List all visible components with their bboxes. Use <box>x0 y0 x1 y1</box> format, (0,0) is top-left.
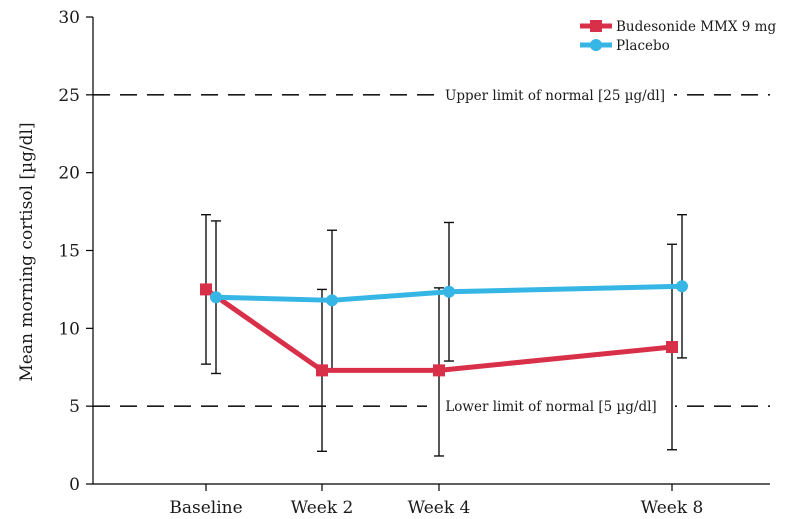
reference-label-background <box>427 396 675 417</box>
legend-swatch-marker <box>590 20 602 32</box>
series-markers <box>200 280 688 377</box>
y-tick-label: 30 <box>58 8 80 28</box>
reference-line-label: Lower limit of normal [5 µg/dl] <box>445 399 656 415</box>
legend-label: Budesonide MMX 9 mg <box>616 19 776 35</box>
legend-swatch-marker <box>590 39 602 51</box>
x-tick-label: Week 2 <box>291 498 354 518</box>
y-tick-label: 20 <box>58 164 80 184</box>
x-tick-label: Week 4 <box>408 498 471 518</box>
y-tick-label: 5 <box>69 397 80 417</box>
data-point <box>210 291 222 304</box>
data-point <box>326 294 338 307</box>
data-point <box>316 364 328 377</box>
data-point <box>200 283 212 296</box>
series-lines <box>204 283 683 373</box>
y-axis-ticks: 0 5 10 15 20 25 30 <box>58 8 93 495</box>
x-tick-label: Baseline <box>169 498 242 518</box>
data-point <box>676 280 688 293</box>
x-axis-ticks: Baseline Week 2 Week 4 Week 8 <box>169 484 703 518</box>
x-tick-label: Week 8 <box>641 498 704 518</box>
reference-label-background <box>436 84 674 105</box>
data-point <box>443 285 455 298</box>
legend-label: Placebo <box>616 38 670 54</box>
series-line <box>215 283 683 303</box>
reference-line-label: Upper limit of normal [25 µg/dl] <box>445 88 665 104</box>
y-tick-label: 10 <box>58 319 80 339</box>
legend: Budesonide MMX 9 mg Placebo <box>580 19 776 54</box>
reference-lines: Upper limit of normal [25 µg/dl] Lower li… <box>93 84 770 417</box>
y-axis-title: Mean morning cortisol [µg/dl] <box>17 122 37 381</box>
y-tick-label: 25 <box>58 86 80 106</box>
y-tick-label: 0 <box>69 475 80 495</box>
series-line <box>204 287 673 373</box>
data-point <box>433 364 445 377</box>
data-point <box>666 341 678 354</box>
y-tick-label: 15 <box>58 242 80 262</box>
